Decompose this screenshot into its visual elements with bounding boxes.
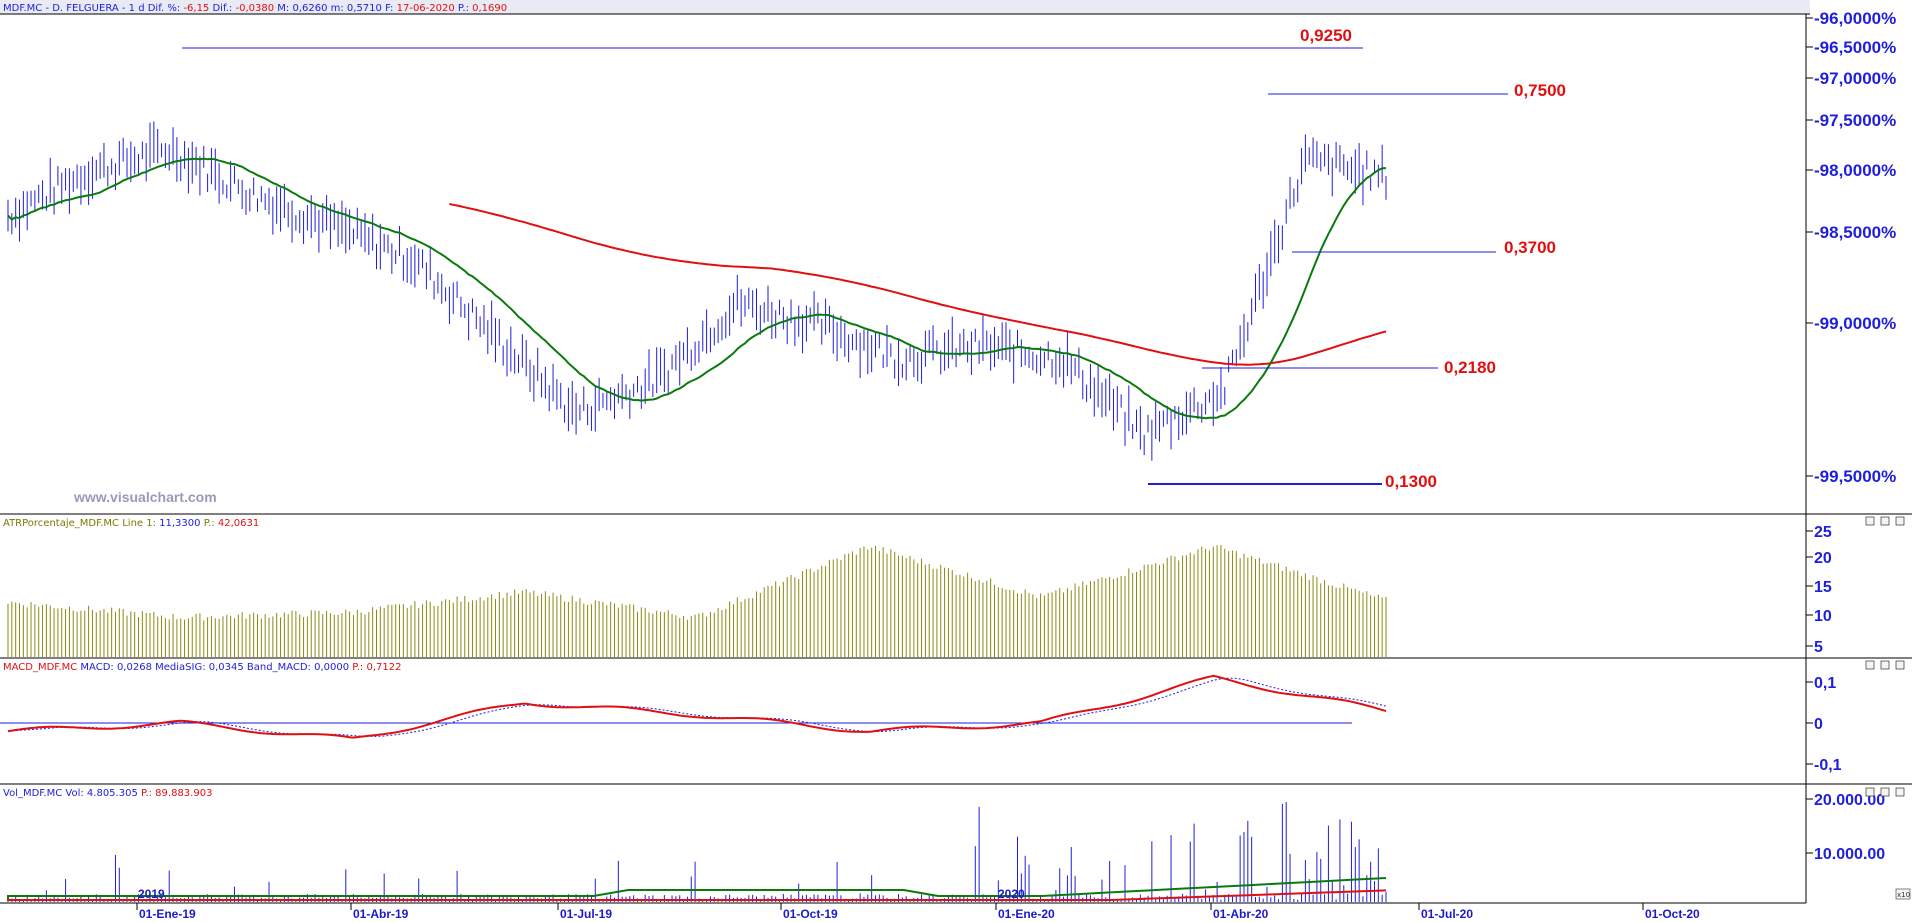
price-header: MDF.MC - D. FELGUERA - 1 d Dif. %: -6,15… bbox=[3, 3, 507, 14]
header-part: M: 0,6260 m: 0,5710 F: bbox=[274, 3, 397, 14]
level-label-0218: 0,2180 bbox=[1444, 358, 1496, 377]
axis-label: 10 bbox=[1814, 608, 1832, 625]
price-bars bbox=[7, 121, 1387, 461]
scale-badge[interactable] bbox=[1895, 888, 1911, 900]
moving-average-50 bbox=[7, 157, 1387, 420]
price-header-bar bbox=[0, 0, 1810, 14]
axis-label: 15 bbox=[1814, 579, 1832, 596]
axis-label: 20 bbox=[1814, 550, 1832, 567]
axis-label: 25 bbox=[1814, 524, 1832, 541]
volume-ma-red bbox=[7, 889, 1387, 901]
price-panel: www.visualchart.com -96,0000%-96,5000%-9… bbox=[0, 9, 1912, 515]
axis-label: 5 bbox=[1814, 639, 1823, 656]
header-part: 42,0631 bbox=[218, 518, 259, 529]
axis-label: -97,5000% bbox=[1814, 111, 1896, 130]
header-part: 17-06-2020 bbox=[397, 3, 455, 14]
date-label: 01-Oct-20 bbox=[1645, 907, 1700, 921]
minimize-icon[interactable] bbox=[1865, 787, 1875, 797]
header-part: Dif.: bbox=[209, 3, 235, 14]
macd-axis: 0,1 0 -0,1 bbox=[1806, 675, 1842, 774]
volume-header: Vol_MDF.MC Vol: 4.805.305 P.: 89.883.903 bbox=[3, 788, 212, 799]
header-part: P.: bbox=[455, 3, 472, 14]
volume-window-controls[interactable] bbox=[1865, 787, 1905, 797]
axis-label: -98,5000% bbox=[1814, 223, 1896, 242]
header-part: 11,3300 bbox=[159, 518, 200, 529]
header-part: P.: 89.883.903 bbox=[141, 788, 212, 799]
axis-label: -97,0000% bbox=[1814, 69, 1896, 88]
close-icon[interactable] bbox=[1895, 660, 1905, 670]
atr-panel: ATRPorcentaje_MDF.MC Line 1: 11,3300 P.:… bbox=[0, 514, 1912, 659]
atr-bars bbox=[7, 544, 1387, 657]
maximize-icon[interactable] bbox=[1880, 516, 1890, 526]
axis-label: -96,0000% bbox=[1814, 9, 1896, 28]
date-label: 01-Ene-20 bbox=[998, 907, 1055, 921]
level-label-0925: 0,9250 bbox=[1300, 26, 1352, 45]
scale-badge-label: x10 bbox=[1897, 891, 1910, 899]
close-icon[interactable] bbox=[1895, 787, 1905, 797]
volume-panel: Vol_MDF.MC Vol: 4.805.305 P.: 89.883.903… bbox=[0, 784, 1911, 904]
macd-line bbox=[7, 674, 1387, 739]
header-part: -6,15 bbox=[183, 3, 209, 14]
header-part: ATRPorcentaje_MDF.MC Line 1: bbox=[3, 518, 159, 529]
date-label: 01-Ene-19 bbox=[139, 907, 196, 921]
axis-label: 10.000.00 bbox=[1814, 846, 1885, 863]
date-label: 01-Jul-19 bbox=[560, 907, 612, 921]
axis-label: -98,0000% bbox=[1814, 161, 1896, 180]
header-part: -0,0380 bbox=[235, 3, 274, 14]
macd-panel: MACD_MDF.MC MACD: 0,0268 MediaSIG: 0,034… bbox=[0, 658, 1912, 785]
date-axis: 01-Ene-19 01-Abr-19 01-Jul-19 01-Oct-19 01-E… bbox=[136, 903, 1700, 921]
level-label-0130: 0,1300 bbox=[1385, 472, 1437, 491]
axis-label: -96,5000% bbox=[1814, 38, 1896, 57]
header-part: 0,1690 bbox=[472, 3, 507, 14]
atr-axis: 25 20 15 10 5 bbox=[1806, 524, 1832, 656]
price-axis: -96,0000% -96,5000% -97,0000% -97,5000% -98,… bbox=[1806, 9, 1896, 486]
header-part: MDF.MC - D. FELGUERA - 1 d Dif. %: bbox=[3, 3, 183, 14]
header-part: Vol_MDF.MC Vol: 4.805.305 bbox=[3, 788, 141, 799]
macd-window-controls[interactable] bbox=[1865, 660, 1905, 670]
volume-axis: 20.000.00 10.000.00 bbox=[1806, 792, 1885, 863]
volume-ma-green bbox=[7, 877, 1387, 899]
watermark: www.visualchart.com bbox=[73, 489, 217, 505]
level-label-0750: 0,7500 bbox=[1514, 81, 1566, 100]
axis-label: -99,5000% bbox=[1814, 467, 1896, 486]
header-part: P.: bbox=[201, 518, 218, 529]
axis-label: 20.000.00 bbox=[1814, 792, 1885, 809]
axis-label: -99,0000% bbox=[1814, 314, 1896, 333]
header-part: MACD: 0,0268 MediaSIG: 0,0345 Band_MACD:… bbox=[80, 662, 352, 673]
close-icon[interactable] bbox=[1895, 516, 1905, 526]
axis-label: 0,1 bbox=[1814, 675, 1836, 692]
date-label: 01-Abr-19 bbox=[353, 907, 409, 921]
axis-label: -0,1 bbox=[1814, 757, 1842, 774]
minimize-icon[interactable] bbox=[1865, 660, 1875, 670]
date-label: 01-Jul-20 bbox=[1421, 907, 1473, 921]
header-part: MACD_MDF.MC bbox=[3, 662, 80, 673]
maximize-icon[interactable] bbox=[1880, 660, 1890, 670]
level-label-0370: 0,3700 bbox=[1504, 238, 1556, 257]
date-label: 01-Abr-20 bbox=[1213, 907, 1269, 921]
date-label: 01-Oct-19 bbox=[783, 907, 838, 921]
year-label-2020: 2020 bbox=[998, 887, 1025, 901]
header-part: P.: 0,7122 bbox=[352, 662, 401, 673]
minimize-icon[interactable] bbox=[1865, 516, 1875, 526]
maximize-icon[interactable] bbox=[1880, 787, 1890, 797]
macd-header: MACD_MDF.MC MACD: 0,0268 MediaSIG: 0,034… bbox=[3, 662, 401, 673]
macd-signal-line bbox=[7, 677, 1387, 737]
atr-window-controls[interactable] bbox=[1865, 516, 1905, 526]
year-label-2019: 2019 bbox=[138, 887, 165, 901]
volume-bars bbox=[7, 802, 1387, 902]
moving-average-200 bbox=[449, 203, 1387, 366]
axis-label: 0 bbox=[1814, 716, 1823, 733]
atr-header: ATRPorcentaje_MDF.MC Line 1: 11,3300 P.:… bbox=[3, 518, 259, 529]
